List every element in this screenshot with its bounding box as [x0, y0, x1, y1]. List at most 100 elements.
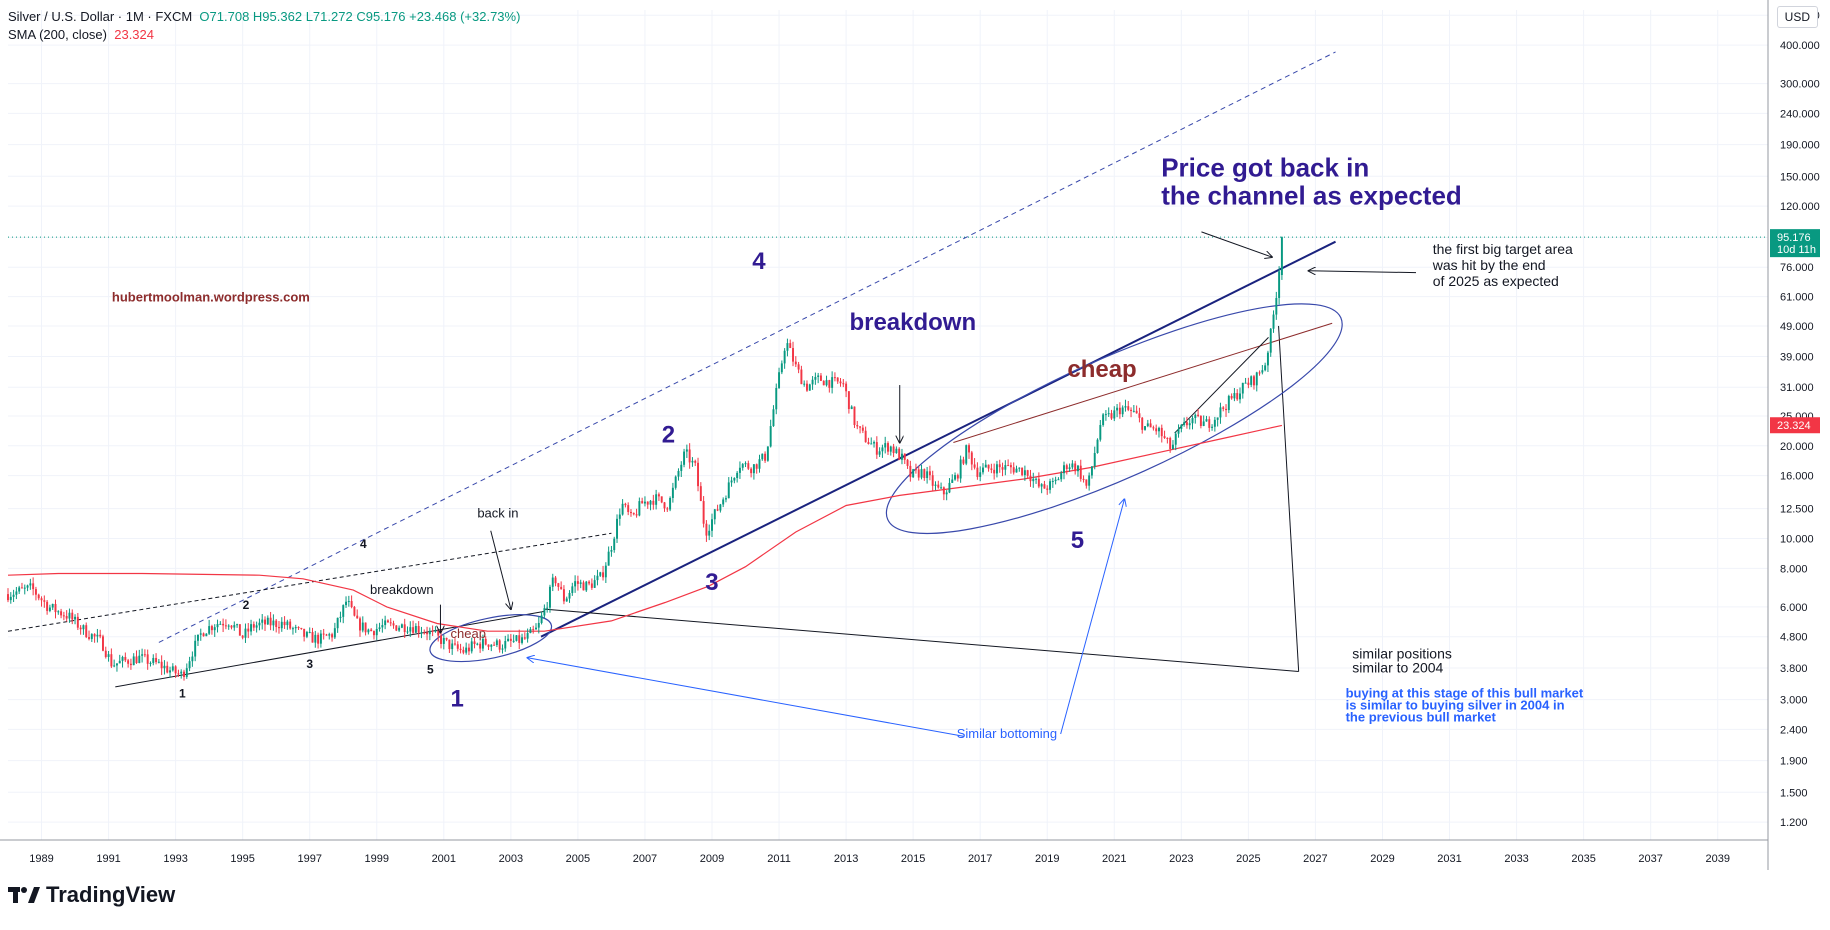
candle-body [671, 487, 674, 498]
candle-body [814, 376, 817, 380]
candle-body [300, 627, 303, 629]
candle-body [183, 671, 185, 677]
ohlc-open: O71.708 [199, 9, 250, 24]
candle-body [20, 587, 23, 589]
candle-body [1071, 463, 1074, 468]
tradingview-logo[interactable]: TradingView [8, 882, 175, 908]
candle-body [389, 622, 392, 624]
wave-label-small: 2 [243, 598, 250, 612]
candle-body [1093, 452, 1096, 467]
candle-body [194, 640, 197, 657]
candle-body [230, 625, 233, 628]
candle-body [775, 387, 778, 410]
candle-body [769, 426, 772, 447]
price-tick-label: 400.000 [1780, 40, 1820, 52]
candle-body [414, 626, 417, 633]
symbol-row: Silver / U.S. Dollar · 1M · FXCM O71.708… [8, 8, 520, 26]
candle-body [375, 629, 378, 636]
candle-body [1191, 417, 1194, 424]
candle-body [191, 656, 194, 662]
price-axis[interactable]: 1.200 1.500 1.900 2.400 3.000 3.800 4.800 6.000… [1767, 0, 1830, 930]
buying-line2: is similar to buying silver in 2004 in [1346, 697, 1565, 712]
candle-body [1252, 376, 1255, 386]
candle-body [1015, 468, 1018, 473]
candle-body [708, 530, 711, 536]
candle-body [864, 430, 867, 443]
candle-body [54, 603, 57, 613]
candle-body [1163, 436, 1166, 438]
candle-body [1082, 478, 1085, 480]
candle-body [1040, 484, 1043, 487]
candle-body [1007, 465, 1010, 467]
time-tick-label: 2005 [566, 853, 590, 865]
candle-body [34, 589, 37, 595]
candle-body [859, 426, 862, 428]
candle-body [143, 654, 146, 656]
candle-body [1021, 467, 1024, 476]
sma-label: SMA (200, close) [8, 27, 107, 42]
price-axis-bg [1768, 0, 1830, 930]
candle-body [48, 607, 51, 611]
candle-body [817, 375, 820, 377]
candle-body [1088, 475, 1091, 486]
candle-body [336, 617, 339, 629]
candle-body [856, 425, 859, 427]
candle-body [945, 492, 948, 495]
candle-body [43, 600, 46, 602]
candle-body [9, 596, 12, 601]
currency-button[interactable]: USD [1776, 6, 1818, 28]
candle-body [596, 575, 599, 581]
candle-body [1012, 467, 1015, 473]
candle-body [571, 586, 574, 593]
candle-body [258, 622, 261, 626]
candle-body [12, 594, 15, 597]
candle-body [646, 501, 649, 505]
candle-body [526, 633, 529, 639]
annotation-drawings [440, 231, 1417, 737]
time-tick-label: 2013 [834, 853, 858, 865]
candle-body [928, 471, 931, 476]
candle-body [627, 505, 630, 512]
candle-body [546, 607, 549, 609]
candle-body [180, 671, 183, 674]
candle-body [733, 478, 736, 481]
candle-body [755, 464, 758, 469]
candle-body [208, 626, 211, 634]
candle-body [758, 459, 761, 469]
candle-body [951, 479, 954, 483]
candle-body [501, 648, 504, 650]
candle-body [772, 409, 775, 427]
trendline-drawings [7, 51, 1343, 688]
candle-body [121, 656, 124, 661]
candle-body [1023, 470, 1026, 476]
similar-bottoming-label: Similar bottoming [957, 726, 1057, 741]
wave-label-small: 1 [179, 686, 186, 700]
candle-body [523, 637, 526, 639]
symbol-name[interactable]: Silver / U.S. Dollar · 1M · FXCM [8, 9, 193, 24]
candle-body [303, 628, 306, 637]
candle-body [370, 629, 373, 632]
candle-body [437, 630, 440, 636]
candle-body [1138, 413, 1141, 418]
candle-body [57, 611, 60, 613]
candle-body [680, 464, 683, 471]
candle-body [269, 617, 272, 626]
bottom-ellipse-2020 [885, 303, 1343, 535]
candle-body [1110, 413, 1113, 419]
candle-body [398, 627, 401, 631]
candle-body [420, 632, 423, 634]
candle-body [515, 635, 518, 641]
candle-body [1185, 422, 1188, 426]
candle-body [26, 585, 29, 588]
time-tick-label: 1991 [96, 853, 120, 865]
candle-body [1255, 372, 1258, 386]
sma-row[interactable]: SMA (200, close) 23.324 [8, 26, 520, 44]
candle-body [476, 643, 479, 645]
candle-body [1127, 406, 1130, 410]
time-tick-label: 2001 [432, 853, 456, 865]
candle-body [110, 654, 113, 667]
time-tick-label: 2039 [1705, 853, 1729, 865]
candle-body [428, 630, 431, 635]
time-axis[interactable]: 1989 1991 1993 1995 1997 1999 2001 2003 2005 2007… [0, 839, 1768, 865]
